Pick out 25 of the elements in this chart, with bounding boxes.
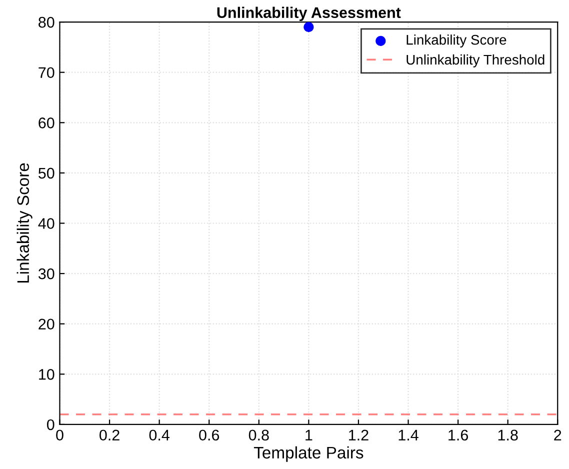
x-tick-label: 1.2 [349,430,368,440]
x-tick-label: 0.2 [100,430,120,441]
x-tick-label: 1.4 [398,430,418,440]
x-tick-label: 0.4 [149,430,170,441]
y-tick-label: 0 [46,419,54,430]
y-tick-label: 40 [38,218,54,229]
chart-title: Unlinkability Assessment [217,6,401,22]
legend-label: Linkability Score [406,34,506,48]
y-tick-label: 50 [38,168,54,179]
x-tick-label: 1.8 [498,430,518,441]
x-tick-label: 2 [554,430,562,440]
y-axis-title: Linkability Score [16,163,32,283]
y-tick-label: 60 [38,118,54,128]
y-tick-label: 30 [38,268,54,280]
x-tick-label: 0 [56,430,64,441]
x-tick-label: 1.6 [448,430,468,441]
y-tick-label: 80 [38,16,54,28]
x-tick-label: 1 [306,430,312,440]
x-axis-title: Template Pairs [254,446,364,462]
y-tick-label: 70 [38,67,54,78]
legend-label: Unlinkability Threshold [406,54,544,68]
y-tick-label: 20 [38,318,54,330]
y-tick-label: 10 [39,369,54,380]
x-tick-label: 0.8 [248,430,269,441]
x-tick-label: 0.6 [199,430,220,441]
